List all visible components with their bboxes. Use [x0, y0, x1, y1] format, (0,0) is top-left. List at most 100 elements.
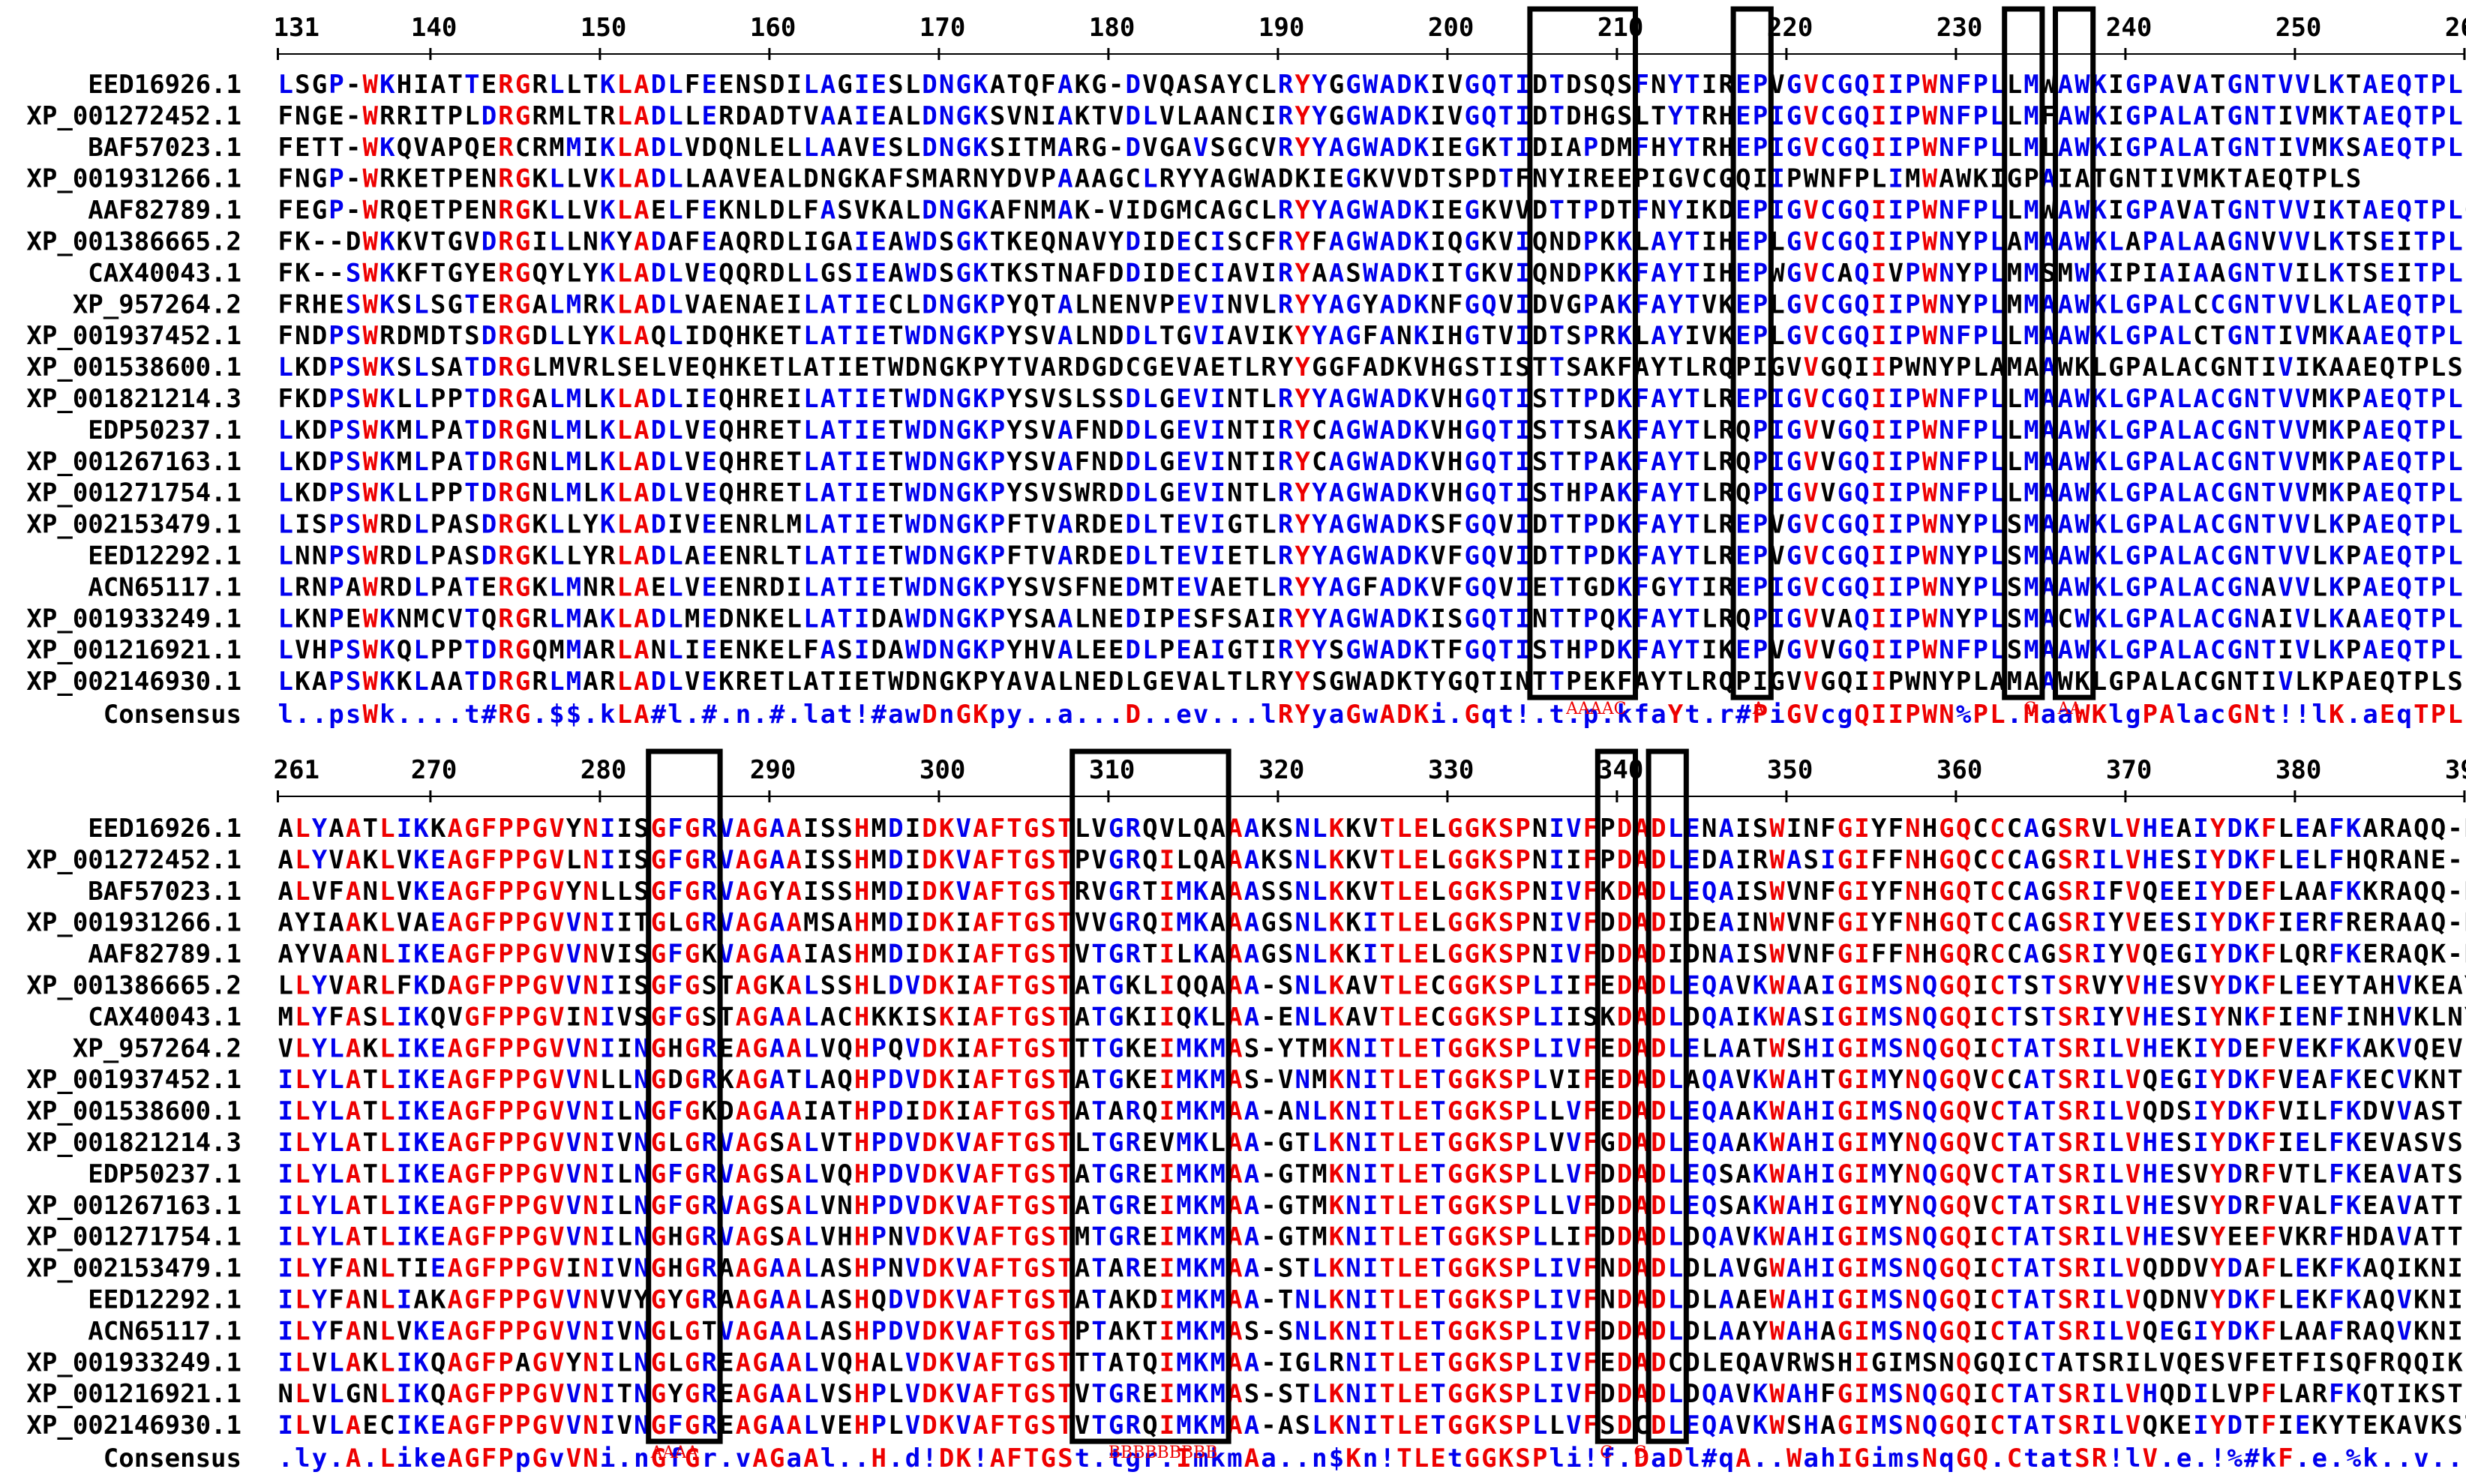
motif-box: [2053, 6, 2096, 700]
sequence-label: XP_001933249.1: [26, 604, 242, 634]
sequence-label: AAF82789.1: [88, 940, 242, 970]
sequence-row: EDP50237.1 LKDPSWKMLPATDRGNLMLKLADLVEQHRE…: [88, 415, 2466, 445]
ruler-tick-label: 140: [411, 13, 457, 43]
motif-box: [1527, 6, 1639, 700]
ruler-tick-label: 300: [920, 755, 965, 785]
sequence-row: AAF82789.1 AYVAANLIKEAGFPPGVVNVISGFGKVAGA…: [88, 940, 2466, 970]
sequence-residues: ILYFANLIAKAGFPPGVVNVVYGYGRAAGAALASHQDVDK…: [278, 1285, 2466, 1315]
consensus-sequence: .ly.A.LikeAGFPpGvVNi.nGfGr.vAGaAl..H.d!D…: [278, 1444, 2466, 1474]
sequence-row: XP_001821214.3 FKDPSWKLLPPTDRGALMLKLADLIE…: [26, 384, 2466, 414]
sequence-row: EED12292.1 LNNPSWRDLPASDRGKLLYRLADLAEENRL…: [88, 541, 2466, 571]
ruler-tick-label: 280: [580, 755, 626, 785]
sequence-residues: ILVLAECIKEAGFPPGVVNIVNGFGREAGAALVEHPLVDK…: [278, 1411, 2466, 1441]
sequence-residues: LLYVARLFKDAGFPPGVVNIISGFGSTAGKALSSHLDVDK…: [278, 971, 2466, 1001]
sequence-label: XP_001272452.1: [26, 845, 242, 875]
sequence-label: ACN65117.1: [88, 1316, 242, 1346]
sequence-label: EDP50237.1: [88, 1159, 242, 1189]
sequence-label: XP_001267163.1: [26, 447, 242, 477]
sequence-label: XP_001538600.1: [26, 1096, 242, 1126]
alignment-block-1: 131 140 150 160 170 180 190 200 210 220 230 240 250 2…: [26, 6, 2466, 730]
sequence-label: XP_001386665.2: [26, 227, 242, 257]
sequence-row: XP_957264.2 FRHESWKSLSGTERGALMRKLADLVAENA…: [73, 289, 2466, 319]
sequence-residues: ALVFANLVKEAGFPPGVYNLLSGFGRVAGYAISSHMDIDK…: [278, 877, 2466, 907]
ruler-tick-label: 320: [1258, 755, 1304, 785]
sequence-label: XP_001271754.1: [26, 1222, 242, 1252]
ruler-tick-label: 360: [1936, 755, 1982, 785]
ruler-tick-label: 200: [1428, 13, 1474, 43]
motif-annotation: BBBBBBBBB: [1108, 1444, 1218, 1462]
sequence-residues: LISPSWRDLPASDRGKLLYKLADIVEENRLMLATIETWDN…: [278, 510, 2466, 540]
sequence-label: AAF82789.1: [88, 196, 242, 226]
sequence-label: XP_001821214.3: [26, 384, 242, 414]
sequence-row: ACN65117.1 LRNPAWRDLPATERGKLMNRLAELVEENRD…: [88, 572, 2466, 602]
motif-box: [1070, 748, 1232, 1444]
sequence-residues: FEGP-WRQETPENRGKLLVKLAELFEKNLDLFASVKALDN…: [278, 196, 2466, 226]
motif-box: [1594, 748, 1639, 1444]
sequence-residues: ILYFANLTIEAGFPPGVINIVNGHGRAAGAALASHPNVDK…: [278, 1254, 2466, 1284]
ruler-tick-label: 230: [1936, 13, 1982, 43]
sequence-label: EED16926.1: [88, 814, 242, 844]
sequence-row: XP_001267163.1 ILYLATLIKEAGFPPGVVNILNGFGR…: [26, 1191, 2466, 1221]
sequence-row: XP_001937452.1 ILYLATLIKEAGFPPGVVNLLNGDGR…: [26, 1065, 2466, 1095]
sequence-row: XP_001931266.1 AYIAAKLVAEAGFPPGVVNIITGLGR…: [26, 908, 2466, 938]
ruler-tick-label: 270: [411, 755, 457, 785]
sequence-row: ACN65117.1 ILYFANLVKEAGFPPGVVNIVNGLGTVAGA…: [88, 1316, 2466, 1346]
motif-box: [1730, 6, 1774, 700]
sequence-label: XP_001931266.1: [26, 908, 242, 938]
sequence-residues: ILYLATLIKEAGFPPGVVNILNGFGRVAGSALVQHPDVDK…: [278, 1159, 2463, 1189]
sequence-label: XP_001267163.1: [26, 1191, 242, 1221]
sequence-label: XP_001931266.1: [26, 164, 242, 194]
sequence-row: XP_001931266.1 FNGP-WRKETPENRGKLLVKLADLLA…: [26, 164, 2361, 194]
ruler-tick-label: 180: [1089, 13, 1135, 43]
sequence-residues: LRNPAWRDLPATERGKLMNRLAELVEENRDILATIETWDN…: [278, 572, 2466, 602]
sequence-label: XP_002153479.1: [26, 510, 242, 540]
sequence-label: EDP50237.1: [88, 415, 242, 445]
sequence-label: XP_002146930.1: [26, 1411, 242, 1441]
sequence-residues: FK--DWKKVTGVDRGILLNKYADAFEAQRDLIGAIEAWDS…: [278, 227, 2466, 257]
consensus-label: Consensus: [104, 1444, 242, 1474]
sequence-row: XP_001271754.1 ILYLATLIKEAGFPPGVVNILNGHGR…: [26, 1222, 2466, 1252]
sequence-label: XP_001821214.3: [26, 1128, 242, 1158]
ruler-tick-label: 131: [274, 13, 320, 43]
motif-annotation: C: [1634, 1444, 1647, 1462]
sequence-residues: FNDPSWRDMDTSDRGDLLYKLAQLIDQHKETLATIETWDN…: [278, 321, 2466, 351]
sequence-residues: LKDPSWKMLPATDRGNLMLKLADLVEQHRETLATIETWDN…: [278, 447, 2466, 477]
sequence-label: EED16926.1: [88, 70, 242, 100]
sequence-residues: NLVLGNLIKQAGFPPGVVNITNGYGREAGAALVSHPLVDK…: [278, 1379, 2466, 1409]
sequence-residues: FNGE-WRRITPLDRGRMLTRLADLLERDADTVAAIEALDN…: [278, 101, 2466, 131]
sequence-residues: FETT-WKQVAPQERCRMMIKLADLVDQNLELLAAVESLDN…: [278, 133, 2466, 163]
sequence-row: XP_001216921.1 NLVLGNLIKQAGFPPGVVNITNGYGR…: [26, 1379, 2466, 1409]
sequence-label: ACN65117.1: [88, 572, 242, 602]
ruler-tick-label: 170: [920, 13, 965, 43]
sequence-row: XP_001272452.1 ALYVAKLVKEAGFPPGVLNIISGFGR…: [26, 845, 2466, 875]
sequence-row: XP_002146930.1 ILVLAECIKEAGFPPGVVNIVNGFGR…: [26, 1411, 2466, 1441]
sequence-label: XP_002153479.1: [26, 1254, 242, 1284]
motif-box: [646, 748, 723, 1444]
sequence-residues: LKDPSWKLLPPTDRGNLMLKLADLVEQHRETLATIETWDN…: [278, 478, 2466, 508]
sequence-label: XP_002146930.1: [26, 667, 242, 697]
ruler-tick-label: 290: [750, 755, 796, 785]
sequence-residues: AYVAANLIKEAGFPPGVVNVISGFGKVAGAAIASHMDIDK…: [278, 940, 2466, 970]
sequence-row: EED16926.1 ALYAATLIKKAGFPPGVYNIISGFGRVAGA…: [88, 814, 2466, 844]
consensus-label: Consensus: [104, 700, 242, 730]
motif-box: [1646, 748, 1689, 1444]
sequence-row: XP_001386665.2 LLYVARLFKDAGFPPGVVNIISGFGS…: [26, 971, 2466, 1001]
motif-annotation: A: [1752, 700, 1766, 718]
ruler-tick-label: 380: [2276, 755, 2321, 785]
ruler-tick-label: 240: [2106, 13, 2152, 43]
sequence-label: CAX40043.1: [88, 258, 242, 288]
sequence-row: EDP50237.1 ILYLATLIKEAGFPPGVVNILNGFGRVAGS…: [88, 1159, 2462, 1189]
ruler-tick-label: 250: [2276, 13, 2321, 43]
sequence-residues: LKAPSWKKLAATDRGRLMARLADLVEKRETLATIETWDNG…: [278, 667, 2463, 697]
motif-annotation: AAAA: [650, 1444, 700, 1462]
sequence-row: XP_001386665.2 FK--DWKKVTGVDRGILLNKYADAFE…: [26, 227, 2466, 257]
sequence-row: XP_001933249.1 ILVLAKLIKQAGFPAGVYNILNGLGR…: [26, 1348, 2466, 1378]
sequence-row: XP_002146930.1 LKAPSWKKLAATDRGRLMARLADLVE…: [26, 667, 2462, 697]
sequence-residues: LVHPSWKQLPPTDRGQMMARLANLIEENKELFASIDAWDN…: [278, 635, 2466, 665]
sequence-row: XP_001216921.1 LVHPSWKQLPPTDRGQMMARLANLIE…: [26, 635, 2466, 665]
ruler-tick-label: 310: [1089, 755, 1135, 785]
sequence-residues: LKDPSWKSLSATDRGLMVRLSELVEQHKETLATIETWDNG…: [278, 352, 2463, 382]
sequence-label: BAF57023.1: [88, 133, 242, 163]
ruler-tick-label: 220: [1767, 13, 1813, 43]
